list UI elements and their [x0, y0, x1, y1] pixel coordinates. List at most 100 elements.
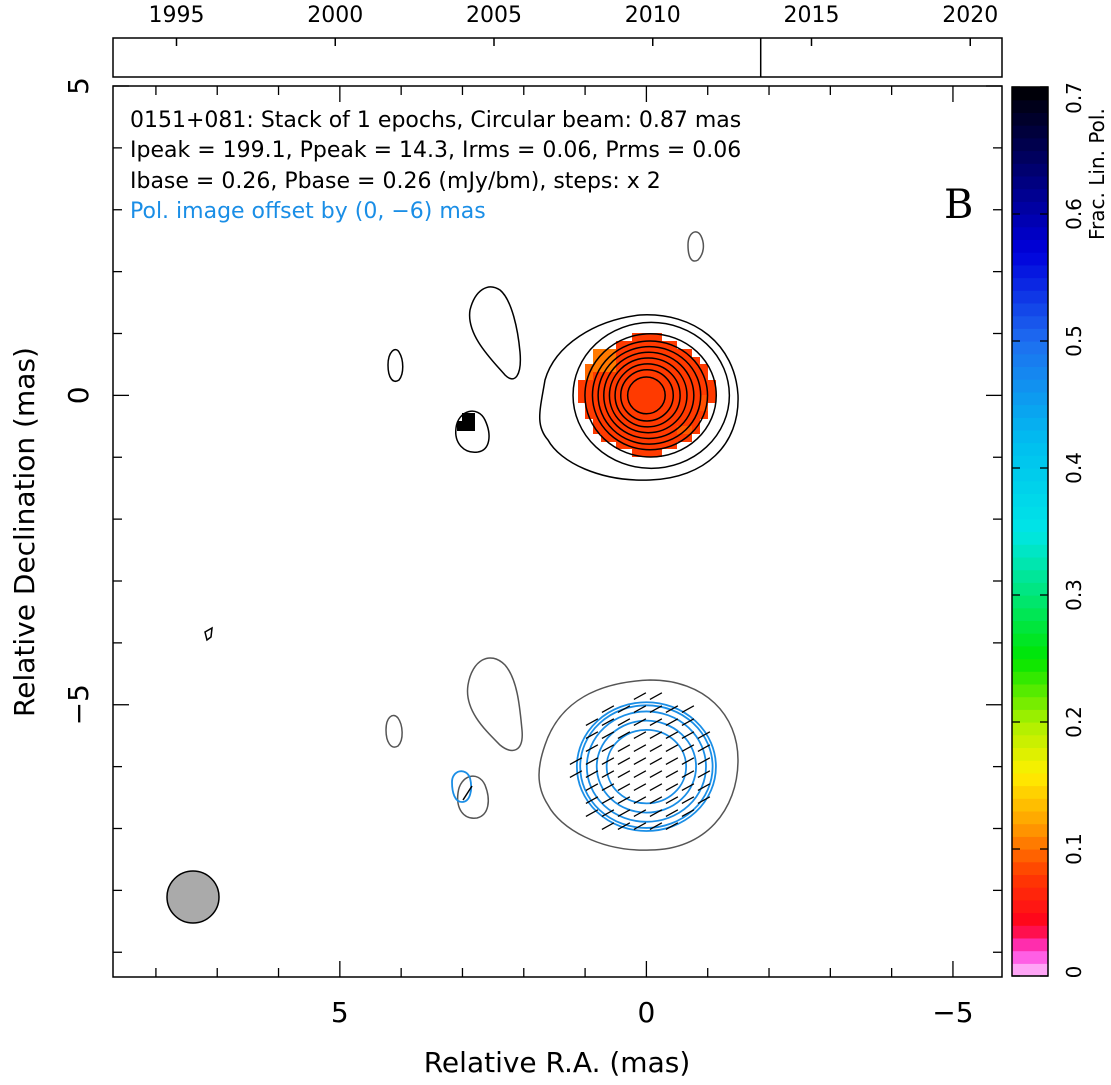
evpa-tick	[665, 809, 679, 817]
evpa-tick	[569, 770, 583, 778]
intensity-contour	[591, 340, 709, 451]
intensity-contour	[626, 376, 666, 415]
evpa-tick	[633, 822, 647, 830]
intensity-contour	[614, 363, 681, 428]
evpa-tick	[633, 809, 647, 817]
intensity-blob-tiny	[204, 626, 213, 642]
colorbar-strip	[1012, 379, 1048, 393]
evpa-tick	[681, 731, 695, 739]
evpa-tick	[633, 731, 647, 739]
colorbar-strip	[1012, 595, 1048, 609]
evpa-tick	[697, 770, 711, 778]
x-tick-label: 0	[637, 996, 655, 1029]
colorbar-strip	[1012, 861, 1048, 875]
evpa-tick	[649, 744, 663, 752]
evpa-tick	[681, 783, 695, 791]
evpa-tick	[681, 770, 695, 778]
evpa-tick	[633, 705, 647, 713]
colorbar-strip	[1012, 201, 1048, 215]
colorbar-label: Frac. Lin. Pol.	[1085, 108, 1109, 240]
evpa-tick	[665, 770, 679, 778]
fracpol-pixel-black	[457, 421, 465, 431]
colorbar-strip	[1012, 544, 1048, 558]
colorbar-strip	[1012, 912, 1048, 926]
fracpol-pixel-black	[462, 413, 475, 431]
evpa-tick	[585, 770, 599, 778]
colorbar-tick-label: 0.3	[1062, 579, 1086, 611]
colorbar-strip	[1012, 188, 1048, 202]
colorbar-strip	[1012, 252, 1048, 266]
offset-blob-north	[466, 657, 523, 752]
evpa-tick	[649, 809, 663, 817]
colorbar-strip	[1012, 798, 1048, 812]
timeline-tick-label: 2015	[784, 3, 840, 28]
colorbar-strip	[1012, 671, 1048, 685]
timeline-frame	[112, 37, 1003, 78]
evpa-tick	[617, 731, 631, 739]
colorbar-strip	[1012, 531, 1048, 545]
colorbar-strip	[1012, 556, 1048, 571]
evpa-tick	[585, 731, 599, 739]
evpa-tick	[601, 822, 615, 830]
colorbar-tick-label: 0.7	[1062, 82, 1086, 114]
colorbar-strip	[1012, 582, 1048, 596]
colorbar-strip	[1012, 442, 1048, 456]
colorbar-strip	[1012, 810, 1048, 825]
evpa-tick	[601, 731, 615, 739]
y-tick-label: 5	[62, 77, 95, 95]
evpa-tick	[697, 757, 711, 765]
colorbar-strip	[1012, 569, 1048, 583]
colorbar-strip	[1012, 696, 1048, 710]
colorbar-strip	[1012, 277, 1048, 291]
colorbar-strip	[1012, 633, 1048, 647]
colorbar-strip	[1012, 823, 1048, 837]
colorbar-strip	[1012, 747, 1048, 761]
intensity-blob-north-jet	[468, 286, 522, 380]
evpa-tick	[601, 718, 615, 726]
timeline-tick-label: 2020	[942, 3, 998, 28]
colorbar-strip	[1012, 785, 1048, 799]
total-intensity-image	[204, 231, 739, 642]
evpa-tick	[697, 783, 711, 791]
pol-contour-small	[451, 770, 473, 803]
intensity-blob-small-west	[387, 348, 404, 382]
evpa-tick	[665, 705, 679, 713]
evpa-tick	[617, 718, 631, 726]
intensity-blob-pixel	[455, 410, 490, 453]
colorbar-strip	[1012, 899, 1048, 914]
colorbar-strip	[1012, 772, 1048, 787]
evpa-tick	[681, 796, 695, 804]
x-tick-label: −5	[932, 996, 973, 1029]
colorbar-frame	[1011, 86, 1049, 977]
offset-blob-west	[385, 714, 403, 748]
colorbar-strip	[1012, 887, 1048, 901]
colorbar-strip	[1012, 239, 1048, 253]
evpa-tick	[569, 757, 583, 765]
evpa-tick	[649, 731, 663, 739]
evpa-tick	[633, 744, 647, 752]
intensity-contour	[619, 369, 675, 422]
evpa-tick	[633, 783, 647, 791]
evpa-tick	[585, 744, 599, 752]
intensity-contour	[608, 357, 688, 434]
evpa-tick	[665, 744, 679, 752]
evpa-tick	[649, 718, 663, 726]
colorbar-strip	[1012, 963, 1048, 977]
offset-intensity-outer	[538, 679, 739, 851]
evpa-tick	[649, 770, 663, 778]
core-edge-pixel	[700, 395, 708, 411]
colorbar-strip	[1012, 99, 1048, 113]
colorbar-strip	[1012, 925, 1048, 939]
colorbar-strip	[1012, 175, 1048, 190]
colorbar-strip	[1012, 607, 1048, 621]
evpa-tick	[617, 822, 631, 830]
colorbar-strip	[1012, 734, 1048, 748]
colorbar-tick-label: 0.6	[1062, 198, 1086, 230]
colorbar-strip	[1012, 163, 1048, 177]
colorbar-strip	[1012, 658, 1048, 672]
polarization-image	[385, 657, 739, 851]
evpa-tick	[601, 809, 615, 817]
evpa-tick	[601, 796, 615, 804]
pol-contour	[579, 704, 714, 829]
